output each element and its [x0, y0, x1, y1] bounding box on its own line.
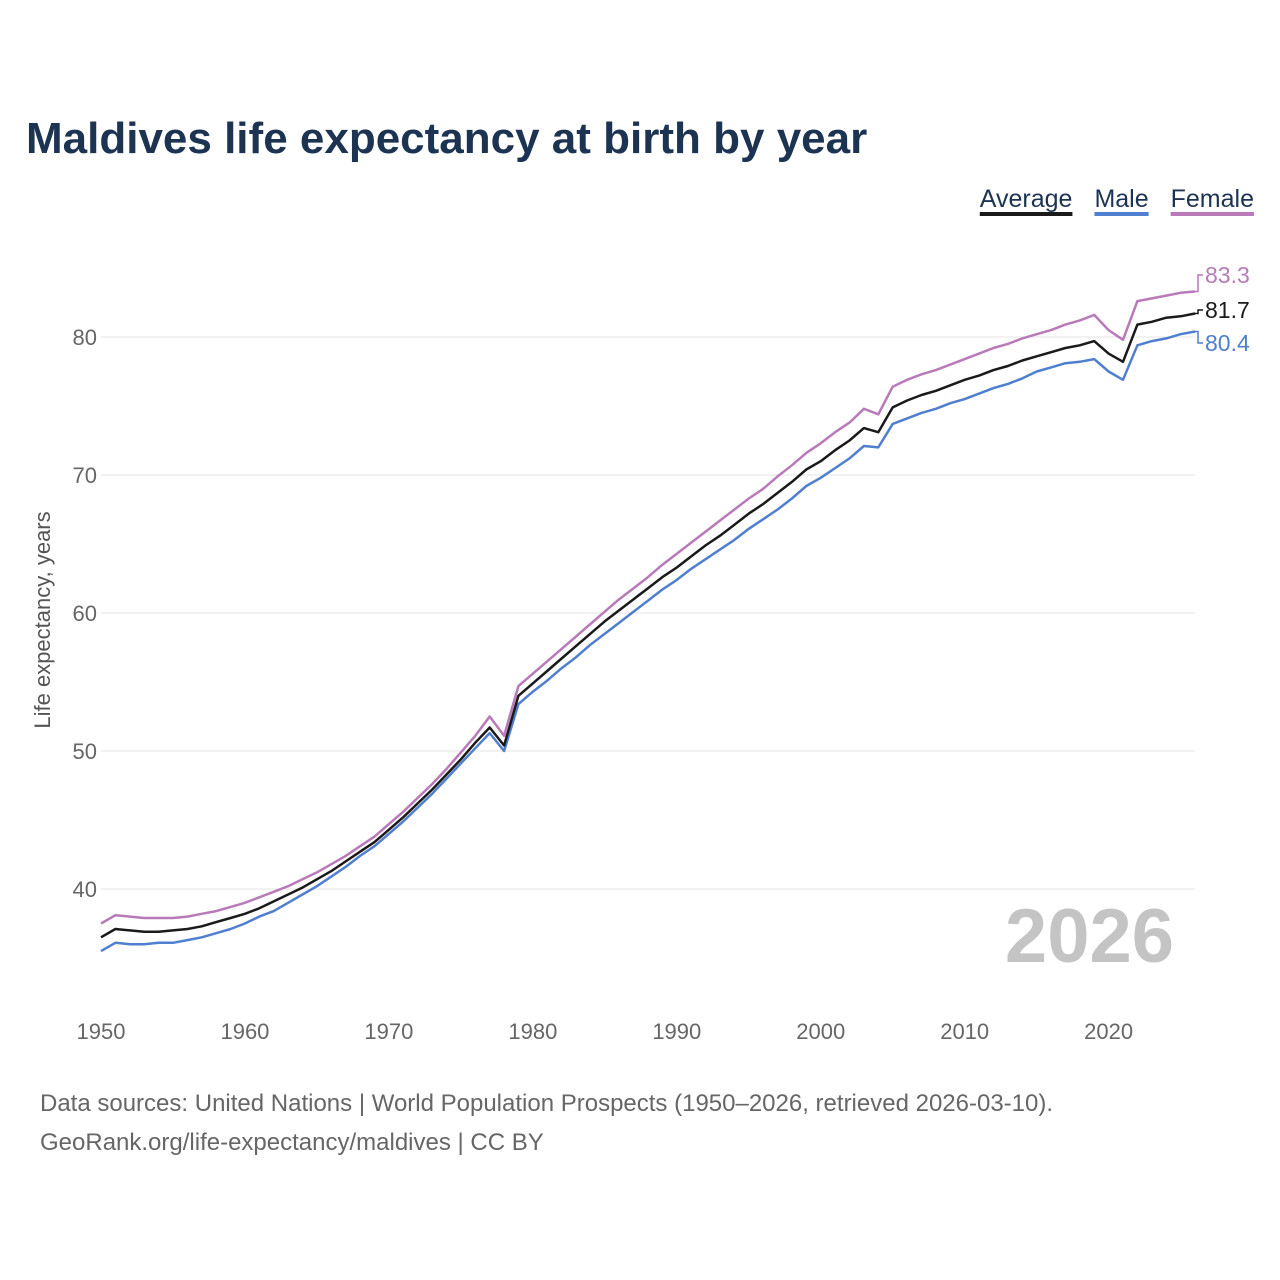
end-label-average: 81.7 — [1205, 297, 1250, 323]
x-tick-label: 2000 — [796, 1019, 845, 1044]
legend: Female Male Average — [979, 185, 1254, 216]
x-tick-label: 2020 — [1084, 1019, 1133, 1044]
y-axis-label: Life expectancy, years — [30, 511, 55, 728]
x-tick-label: 1990 — [652, 1019, 701, 1044]
end-label-connector — [1194, 330, 1203, 344]
y-tick-label: 80 — [73, 325, 97, 350]
y-tick-label: 50 — [73, 739, 97, 764]
legend-item-male[interactable]: Male — [1094, 185, 1148, 213]
legend-swatch — [979, 212, 1073, 216]
end-labels: 81.7 80.4 83.3 — [1194, 262, 1250, 356]
end-label-female: 83.3 — [1205, 262, 1250, 288]
x-tick-label: 2010 — [940, 1019, 989, 1044]
series-lines — [100, 290, 1196, 953]
legend-swatch — [1094, 212, 1149, 216]
x-axis-ticks: 1950 1960 1970 1980 1990 2000 2010 2020 — [77, 1019, 1134, 1044]
legend-item-average[interactable]: Average — [980, 185, 1073, 213]
y-tick-label: 40 — [73, 877, 97, 902]
series-line-female — [100, 290, 1196, 925]
x-tick-label: 1980 — [508, 1019, 557, 1044]
x-tick-label: 1960 — [220, 1019, 269, 1044]
end-label-male: 80.4 — [1205, 330, 1250, 356]
legend-item-female[interactable]: Female — [1171, 185, 1254, 213]
footer-sources: Data sources: United Nations | World Pop… — [40, 1090, 1053, 1117]
series-line-average — [100, 312, 1196, 939]
y-tick-label: 70 — [73, 463, 97, 488]
series-line-male — [100, 330, 1196, 953]
year-watermark: 2026 — [1005, 894, 1174, 979]
legend-swatch — [1170, 212, 1254, 216]
y-axis-ticks: 40 50 60 70 80 — [73, 325, 97, 902]
end-label-connector — [1194, 309, 1203, 315]
footer-link[interactable]: GeoRank.org/life-expectancy/maldives | C… — [40, 1129, 544, 1156]
chart-title: Maldives life expectancy at birth by yea… — [26, 114, 867, 163]
gridlines — [101, 336, 1195, 890]
x-tick-label: 1970 — [364, 1019, 413, 1044]
end-label-connector — [1194, 274, 1203, 293]
x-tick-label: 1950 — [77, 1019, 126, 1044]
y-tick-label: 60 — [73, 601, 97, 626]
